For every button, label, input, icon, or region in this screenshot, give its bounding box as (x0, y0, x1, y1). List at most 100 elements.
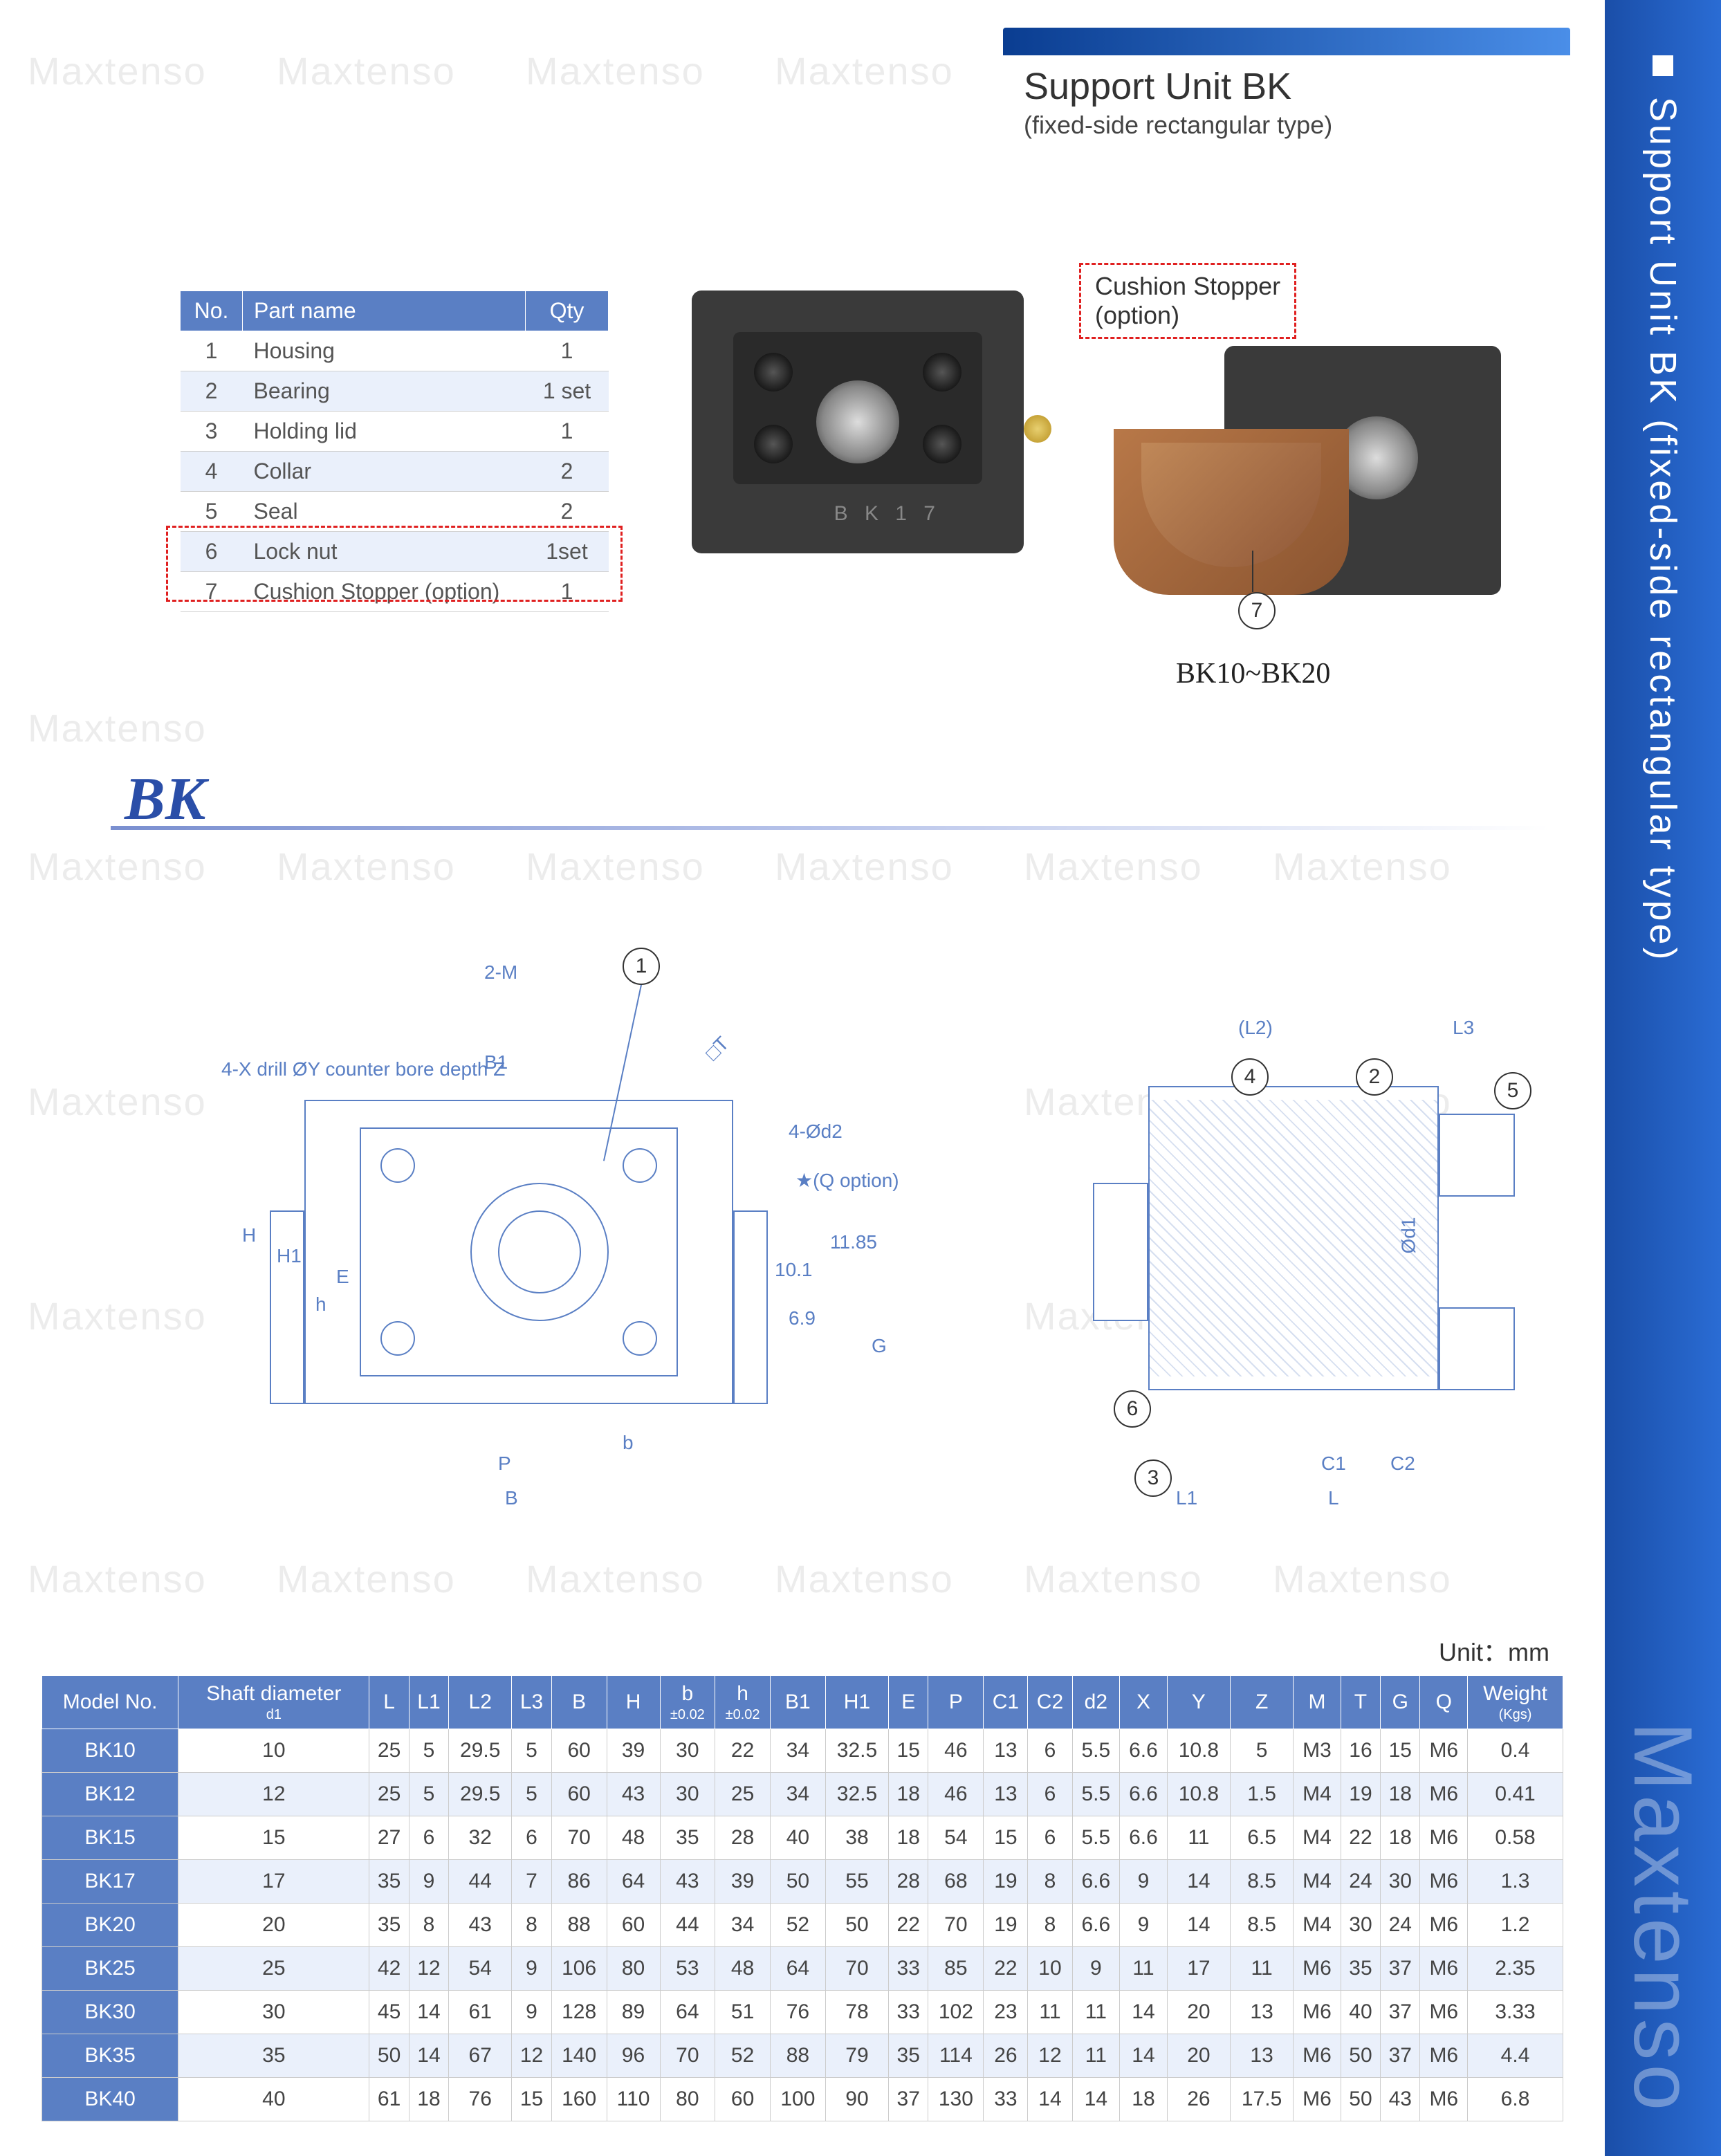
spec-cell: 28 (715, 1816, 771, 1860)
spec-row: BK151527632670483528403818541565.56.6116… (42, 1816, 1563, 1860)
parts-cell: 4 (181, 452, 243, 492)
bk-underline (111, 826, 1549, 830)
spec-cell: 5 (409, 1773, 448, 1816)
spec-cell: 40 (178, 2078, 369, 2121)
parts-th-no: No. (181, 291, 243, 331)
dim-q: ★(Q option) (795, 1169, 899, 1192)
spec-cell: 14 (1120, 1991, 1168, 2034)
spec-cell: 14 (409, 1991, 448, 2034)
spec-cell: 29.5 (449, 1729, 512, 1773)
spec-cell: 130 (928, 2078, 984, 2121)
header-title-box: Support Unit BK (fixed-side rectangular … (1003, 28, 1570, 154)
spec-cell: 33 (889, 1991, 928, 2034)
spec-cell: 88 (770, 2034, 825, 2078)
watermark: Maxtenso (28, 48, 207, 93)
spec-th: E (889, 1676, 928, 1729)
unit-label: Unit：mm (42, 1632, 1563, 1675)
spec-cell: 32 (449, 1816, 512, 1860)
spec-cell: BK12 (42, 1773, 178, 1816)
spec-th: H (607, 1676, 660, 1729)
spec-cell: 34 (715, 1904, 771, 1947)
bubble-7: 7 (1238, 592, 1276, 629)
spec-th: Y (1167, 1676, 1230, 1729)
parts-row: 2Bearing1 set (181, 371, 609, 412)
dim-v1: 11.85 (830, 1231, 877, 1253)
spec-th: B1 (770, 1676, 825, 1729)
parts-cell: 1 set (526, 371, 609, 412)
spec-cell: 20 (178, 1904, 369, 1947)
spec-cell: 34 (770, 1773, 825, 1816)
parts-cell: Collar (243, 452, 526, 492)
dim-d2: 4-Ød2 (789, 1121, 843, 1143)
spec-cell: 1.2 (1468, 1904, 1563, 1947)
spec-cell: 17 (1167, 1947, 1230, 1991)
spec-cell: M6 (1294, 2034, 1341, 2078)
spec-cell: 48 (715, 1947, 771, 1991)
spec-cell: 5.5 (1072, 1729, 1120, 1773)
dim-L2p: (L2) (1238, 1017, 1273, 1039)
spec-cell: 43 (607, 1773, 660, 1816)
spec-cell: 14 (1167, 1860, 1230, 1904)
spec-cell: 20 (1167, 2034, 1230, 2078)
spec-cell: BK40 (42, 2078, 178, 2121)
spec-th: G (1381, 1676, 1420, 1729)
spec-cell: 1.5 (1231, 1773, 1294, 1816)
spec-cell: 35 (369, 1904, 409, 1947)
spec-cell: 13 (984, 1729, 1028, 1773)
parts-cell: 7 (181, 572, 243, 612)
spec-th: Z (1231, 1676, 1294, 1729)
spec-th: L (369, 1676, 409, 1729)
spec-cell: 15 (984, 1816, 1028, 1860)
spec-cell: 50 (1341, 2034, 1380, 2078)
spec-cell: 25 (715, 1773, 771, 1816)
spec-cell: 70 (928, 1904, 984, 1947)
spec-row: BK171735944786644339505528681986.69148.5… (42, 1860, 1563, 1904)
parts-cell: 2 (526, 452, 609, 492)
spec-th: L2 (449, 1676, 512, 1729)
dim-t: □T (701, 1033, 734, 1065)
range-label: BK10~BK20 (1176, 657, 1330, 690)
spec-cell: M6 (1420, 2034, 1468, 2078)
spec-cell: 43 (660, 1860, 715, 1904)
spec-th: d2 (1072, 1676, 1120, 1729)
spec-cell: M6 (1420, 1773, 1468, 1816)
spec-cell: 10.8 (1167, 1729, 1230, 1773)
dim-E: E (336, 1266, 349, 1288)
spec-cell: 54 (449, 1947, 512, 1991)
watermark: Maxtenso (28, 1556, 207, 1601)
spec-cell: 160 (551, 2078, 607, 2121)
spec-cell: 76 (449, 2078, 512, 2121)
spec-cell: 35 (369, 1860, 409, 1904)
spec-cell: 18 (1381, 1773, 1420, 1816)
spec-table-wrap: Unit：mm Model No.Shaft diameterd1LL1L2L3… (42, 1632, 1563, 2121)
spec-cell: M6 (1420, 1947, 1468, 1991)
spec-cell: 35 (1341, 1947, 1380, 1991)
parts-cell: Lock nut (243, 532, 526, 572)
spec-cell: 8.5 (1231, 1904, 1294, 1947)
spec-cell: 10 (178, 1729, 369, 1773)
parts-cell: 1 (181, 331, 243, 371)
product-photo-right: 7 (1114, 332, 1501, 623)
spec-cell: 60 (551, 1729, 607, 1773)
spec-cell: 76 (770, 1991, 825, 2034)
spec-cell: M6 (1420, 1991, 1468, 2034)
spec-row: BK121225529.55604330253432.518461365.56.… (42, 1773, 1563, 1816)
parts-th-qty: Qty (526, 291, 609, 331)
spec-cell: 68 (928, 1860, 984, 1904)
parts-cell: 5 (181, 492, 243, 532)
spec-cell: 22 (984, 1947, 1028, 1991)
parts-th-name: Part name (243, 291, 526, 331)
spec-cell: 22 (1341, 1816, 1380, 1860)
spec-cell: 110 (607, 2078, 660, 2121)
spec-th: C1 (984, 1676, 1028, 1729)
spec-cell: 45 (369, 1991, 409, 2034)
spec-cell: 12 (409, 1947, 448, 1991)
parts-cell: Holding lid (243, 412, 526, 452)
spec-cell: 15 (178, 1816, 369, 1860)
spec-cell: 38 (825, 1816, 888, 1860)
spec-cell: 33 (984, 2078, 1028, 2121)
spec-row: BK30304514619128896451767833102231111142… (42, 1991, 1563, 2034)
spec-cell: 0.41 (1468, 1773, 1563, 1816)
spec-cell: 50 (1341, 2078, 1380, 2121)
spec-cell: 64 (770, 1947, 825, 1991)
